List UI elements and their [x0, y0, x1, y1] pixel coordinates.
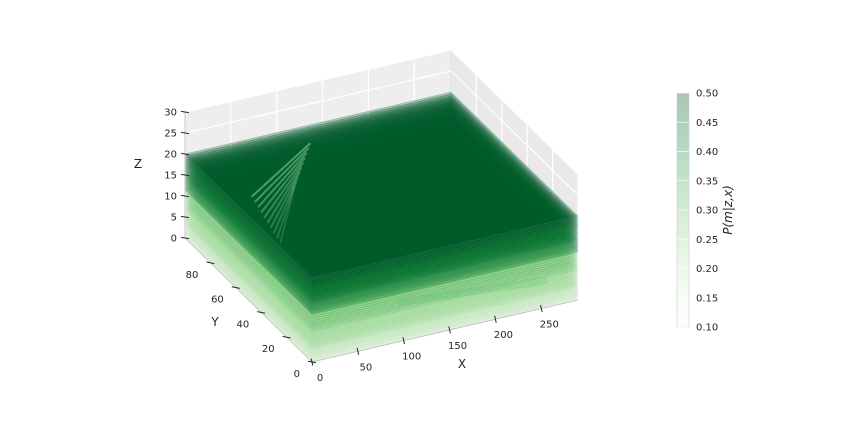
grid-z-back — [184, 70, 452, 134]
grid-z-back — [184, 49, 452, 113]
y-tick — [206, 261, 215, 265]
z-tick — [180, 173, 190, 177]
grid-z-side — [450, 49, 579, 175]
contour-layer — [184, 100, 579, 287]
x-tick — [540, 304, 543, 313]
ridge-line — [250, 142, 311, 198]
ridge-line — [399, 282, 548, 307]
y-tick — [307, 360, 317, 364]
grid-x-floor — [276, 216, 405, 342]
axis-ticks: 0 50 100 150 200 250 0 20 40 60 80 0 5 10 15 20 25 30 — [164, 108, 559, 385]
contour-layer — [184, 91, 579, 279]
ridge-line — [269, 171, 301, 229]
colorbar-tick-label: 0.20 — [696, 264, 718, 275]
grid-y-floor — [261, 249, 528, 313]
y-tick — [257, 311, 266, 314]
z-tick-label: 5 — [171, 213, 177, 224]
x-tick-label: 250 — [540, 320, 559, 331]
contour-layer — [184, 108, 579, 296]
grid-x-floor — [230, 226, 359, 352]
x-tick-label: 100 — [402, 352, 421, 363]
y-axis-label: Y — [210, 315, 219, 329]
ridge-line — [254, 147, 310, 203]
x-axis-label: X — [458, 357, 466, 371]
colorbar-label: P(m|z,x) — [721, 185, 735, 235]
grid-y-floor — [210, 200, 477, 264]
x-tick — [356, 347, 360, 355]
grid-x-floor — [368, 194, 496, 320]
z-tick — [180, 152, 190, 156]
contour-layer — [184, 102, 579, 289]
contour-layer — [184, 95, 579, 283]
x-tick — [494, 315, 497, 323]
colorbar-tick-label: 0.45 — [696, 118, 718, 129]
y-tick-label: 60 — [211, 295, 224, 306]
x-tick-label: 200 — [494, 330, 513, 341]
z-tick — [180, 110, 190, 114]
ridge-line — [263, 161, 305, 219]
y-tick-label: 0 — [294, 369, 300, 380]
contour-layer — [184, 106, 579, 294]
ridge-line — [260, 157, 306, 214]
y-tick — [231, 286, 240, 289]
colorbar-ticks: 0.10 0.15 0.20 0.25 0.30 0.35 0.40 0.45 0.50 — [677, 89, 718, 334]
ridge-line — [399, 276, 548, 301]
x-tick-label: 150 — [448, 341, 467, 352]
z-tick — [180, 236, 190, 240]
colorbar-tick-label: 0.25 — [696, 235, 718, 246]
contour-layer — [184, 93, 579, 281]
x-tick-label: 50 — [359, 362, 372, 373]
x-tick-label: 0 — [317, 373, 323, 384]
z-tick-label: 15 — [164, 171, 177, 182]
contour-layer — [184, 97, 579, 285]
y-tick-label: 80 — [186, 270, 199, 281]
colorbar: 0.10 0.15 0.20 0.25 0.30 0.35 0.40 0.45 0.50 P(m… — [676, 89, 735, 334]
z-tick-label: 30 — [164, 108, 177, 119]
ridge-line — [272, 176, 299, 234]
z-tick — [180, 215, 190, 219]
colorbar-tick-label: 0.50 — [696, 89, 718, 100]
x-tick — [448, 326, 451, 334]
z-tick-label: 20 — [164, 150, 177, 161]
z-tick — [180, 131, 190, 135]
ridge-line — [399, 280, 548, 305]
grid-x-floor — [413, 184, 542, 309]
z-tick — [180, 194, 190, 198]
colorbar-tick-label: 0.15 — [696, 293, 718, 304]
z-tick-label: 10 — [164, 192, 177, 203]
y-tick — [282, 335, 291, 339]
grid-z-side — [450, 70, 579, 196]
x-tick — [402, 337, 406, 345]
ridge-line — [266, 166, 303, 224]
colorbar-tick-label: 0.10 — [696, 323, 718, 334]
ridge-line — [257, 152, 308, 208]
grid-y-floor — [286, 274, 553, 338]
y-axis-line — [184, 237, 313, 363]
grid-y-floor — [235, 225, 502, 289]
z-tick-label: 25 — [164, 129, 177, 140]
y-tick-label: 20 — [262, 344, 275, 355]
colorbar-tick-label: 0.30 — [696, 206, 718, 217]
colorbar-tick-label: 0.35 — [696, 176, 718, 187]
z-tick-label: 0 — [171, 234, 177, 245]
contour-layer — [184, 104, 579, 291]
y-tick-label: 40 — [236, 319, 249, 330]
ridge-line — [399, 278, 548, 303]
grid-x-floor — [322, 205, 451, 331]
ridge-line — [276, 181, 298, 239]
ridge-line — [279, 186, 296, 244]
contour-layers — [184, 91, 579, 363]
x-axis-line — [311, 299, 579, 363]
z-axis-label: Z — [134, 157, 142, 171]
colorbar-tick-label: 0.40 — [696, 147, 718, 158]
